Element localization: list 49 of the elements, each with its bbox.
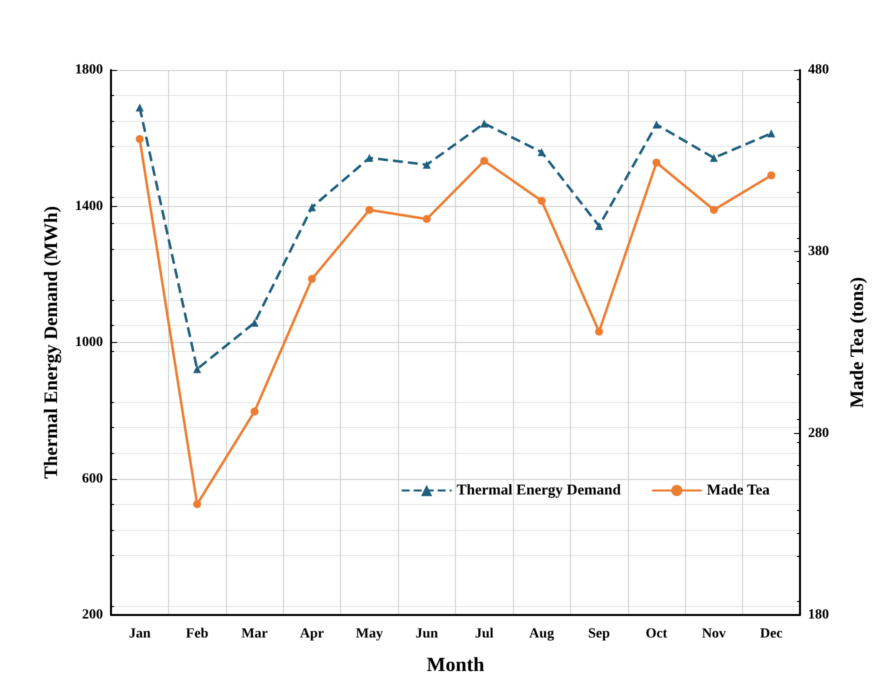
point: [767, 171, 776, 180]
point: [136, 103, 144, 112]
x-tick-label: Mar: [241, 626, 268, 642]
x-tick-label: Sep: [588, 626, 610, 642]
y-tick-label: 1400: [75, 198, 103, 214]
point: [480, 119, 488, 128]
y2-tick-label: 180: [808, 608, 829, 622]
point: [767, 129, 776, 138]
y-tick-label: 200: [82, 608, 103, 622]
point: [652, 158, 660, 167]
point: [422, 160, 431, 169]
x-tick-label: Jul: [474, 626, 494, 642]
x-tick-label: Nov: [702, 626, 726, 642]
point: [652, 120, 660, 128]
x-tick-label: Dec: [760, 626, 783, 642]
y-tick-label: 1800: [75, 62, 103, 78]
point: [538, 148, 546, 156]
x-tick-label: Jan: [128, 626, 151, 642]
point: [193, 365, 202, 374]
y2-tick-label: 280: [808, 426, 829, 441]
point: [308, 203, 316, 212]
legend-label: Thermal Energy Demand: [456, 482, 622, 498]
x-tick-label: Jun: [416, 626, 438, 642]
x-tick-label: May: [356, 626, 383, 642]
legend-label: Made Tea: [706, 482, 770, 498]
point: [480, 156, 488, 165]
point: [308, 274, 316, 283]
point: [710, 154, 718, 162]
point: [136, 135, 144, 144]
point: [365, 206, 374, 214]
x-axis-title: Month: [426, 654, 484, 676]
x-tick-label: Oct: [646, 626, 668, 642]
point: [710, 206, 718, 214]
point: [193, 500, 202, 508]
y-tick-label: 600: [82, 471, 103, 486]
y-axis-title: Thermal Energy Demand (MWh): [41, 206, 62, 479]
point: [595, 328, 604, 336]
y-tick-label: 1000: [75, 335, 103, 350]
point: [538, 196, 546, 205]
y2-tick-label: 380: [808, 244, 829, 260]
point: [595, 222, 604, 230]
y2-axis-title: Made Tea (tons): [847, 277, 868, 408]
point: [422, 214, 431, 223]
x-tick-label: Apr: [300, 626, 324, 642]
point: [250, 408, 259, 416]
point: [250, 318, 259, 327]
x-tick-label: Aug: [529, 626, 554, 642]
y2-tick-label: 480: [808, 62, 829, 78]
x-tick-label: Feb: [186, 626, 209, 642]
